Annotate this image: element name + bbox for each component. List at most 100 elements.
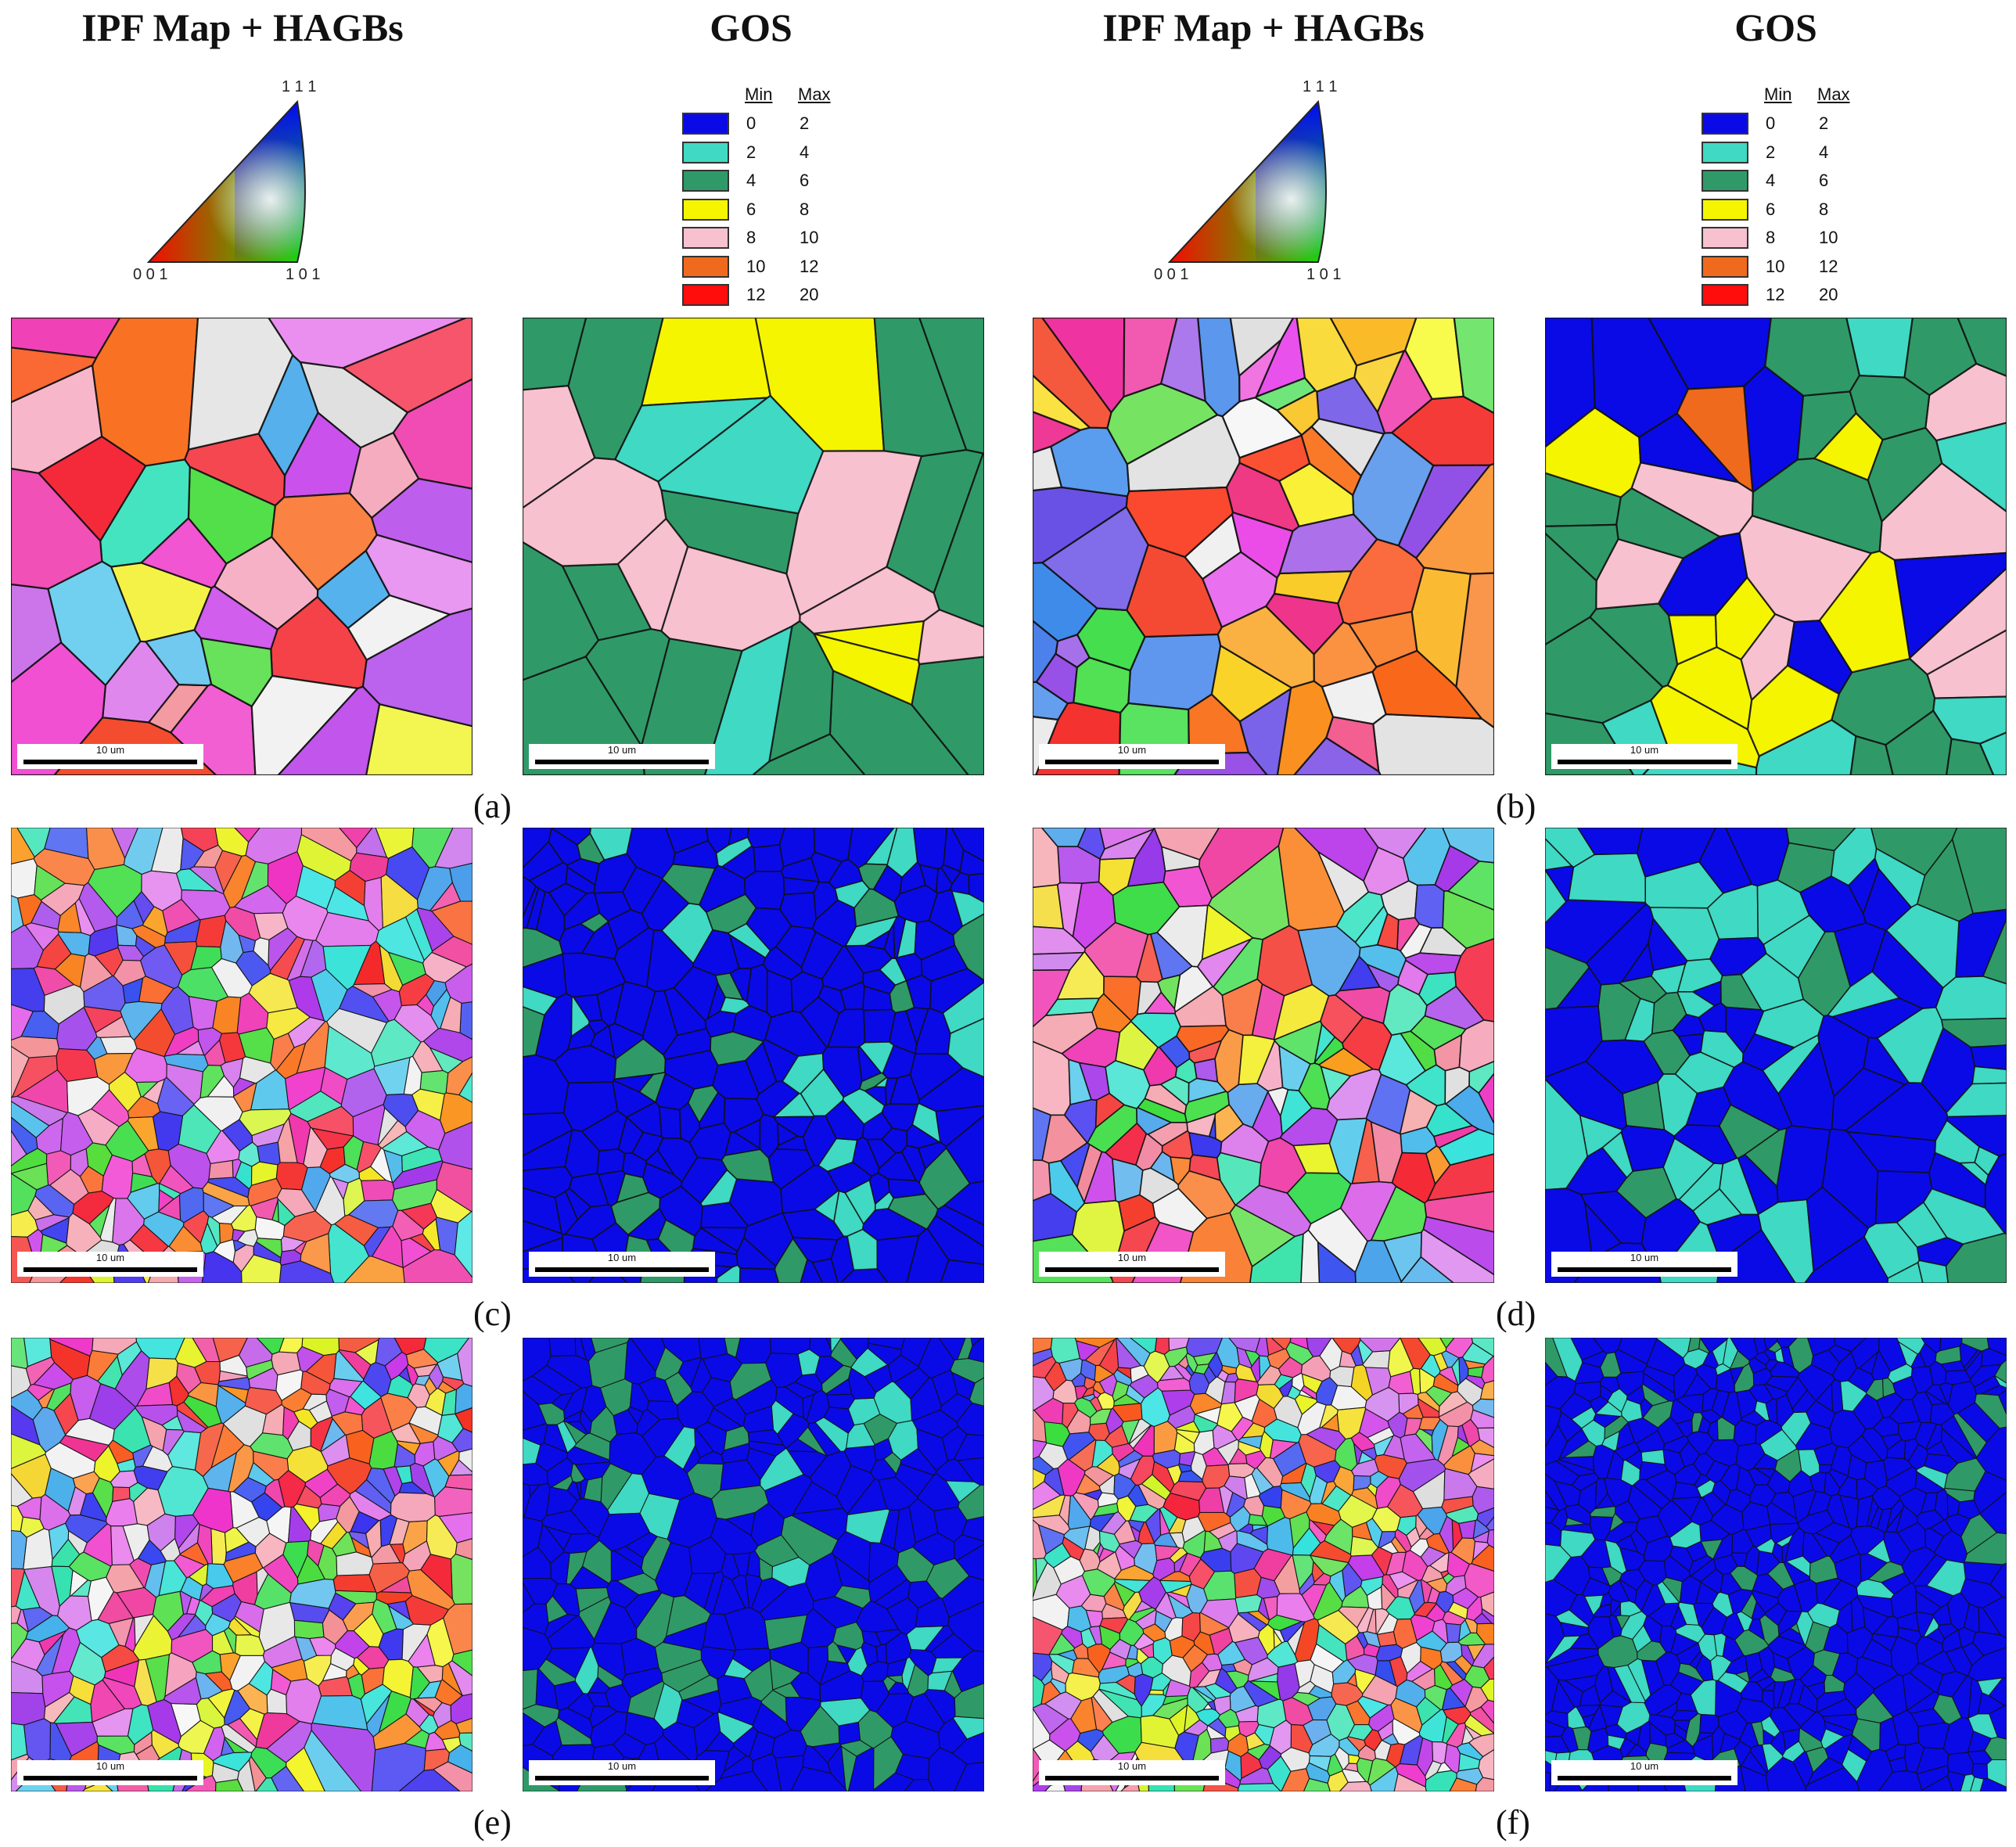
grain [1338,1494,1378,1528]
grain [1256,925,1313,997]
grain [945,1114,984,1184]
grain [1432,1125,1480,1148]
grain [523,953,567,999]
grain [210,958,253,998]
grain [1193,1058,1219,1083]
grain [1712,1338,1728,1367]
grain [752,1702,792,1739]
grain [1416,1630,1447,1652]
grain [523,885,540,929]
scale-bar: 10 um [1039,1252,1225,1277]
grain [1195,1708,1221,1727]
grain [235,1161,253,1190]
grain [409,1462,435,1497]
grain [825,1099,865,1141]
grain [1640,1659,1665,1696]
grain [1319,1338,1343,1372]
grain [1946,1114,2007,1157]
grain [1044,1361,1067,1392]
grain [1033,1616,1063,1655]
gos-swatch [1702,255,1748,278]
scale-bar: 10 um [529,744,715,769]
grain [254,1533,287,1569]
scale-bar-label: 10 um [1630,1760,1659,1772]
scale-bar-label: 10 um [95,744,125,756]
grain [1365,1073,1411,1135]
grain [1922,1188,2006,1245]
grain [1824,1720,1854,1737]
grain [328,1592,357,1621]
grain [1071,1372,1087,1388]
ipf-grain-map [1033,828,1494,1283]
grain [1219,1485,1234,1515]
grain [116,1586,157,1619]
grain [1366,1586,1383,1610]
ipf-grain-map [1033,318,1494,775]
grain [1201,904,1254,961]
scale-bar-label: 10 um [1630,1252,1659,1263]
grain [1066,1605,1092,1633]
grain [1236,1346,1252,1369]
grain [1545,1613,1565,1665]
grain [593,853,638,894]
grain [1113,1393,1141,1407]
grain [1154,1610,1173,1633]
grain [455,1538,473,1561]
grain [729,1362,772,1400]
grain [814,1355,844,1385]
grain [1903,318,1978,397]
grain [1092,1688,1130,1723]
gos-swatch [682,170,729,192]
grain [423,1338,470,1364]
grain [275,1162,308,1191]
ipf-map-a: 10 um [11,318,473,775]
grain [523,1669,538,1710]
column-header-ipf-1: IPF Map + HAGBs [81,5,404,49]
grain [248,972,298,1014]
grain [1422,1216,1494,1276]
grain [1444,1085,1494,1136]
grain [1468,1733,1494,1758]
grain [43,1691,75,1724]
grain [1128,1607,1156,1622]
grain [1159,1506,1178,1533]
gos-map-d: 10 um [1545,828,2007,1283]
gos-bin-max: 12 [1819,256,1838,276]
grain [1583,1201,1623,1259]
grain [436,1161,473,1213]
grain [624,1589,663,1630]
grain [1033,1040,1071,1116]
grain [1699,1713,1720,1734]
grain [914,919,956,961]
grain [1353,1442,1363,1465]
grain [1559,1392,1593,1420]
grain [774,1237,808,1283]
grain [333,1214,379,1247]
grain [1961,1641,1985,1666]
grain [135,1404,178,1426]
scale-bar: 10 um [1551,744,1737,769]
grain [1545,1506,1560,1524]
grain [821,1046,863,1098]
grain [1893,552,2007,660]
grain [132,1615,173,1661]
grain [1649,907,1720,961]
gos-bin-min: 4 [746,171,756,190]
grain [1545,532,1597,646]
gos-map-b: 10 um [1545,318,2007,775]
grain [1127,828,1166,887]
grain [1084,1525,1101,1551]
grain [271,1766,305,1791]
grain [1614,1441,1640,1461]
grain [253,937,270,967]
grain [1269,1439,1299,1460]
grain [579,1409,592,1435]
grain [1382,983,1428,1036]
grain [1263,1418,1302,1443]
grain [401,1202,438,1230]
grain [1720,1572,1743,1595]
scale-bar: 10 um [1039,744,1225,769]
gos-map-a: 10 um [523,318,984,775]
grain [1316,1623,1348,1662]
